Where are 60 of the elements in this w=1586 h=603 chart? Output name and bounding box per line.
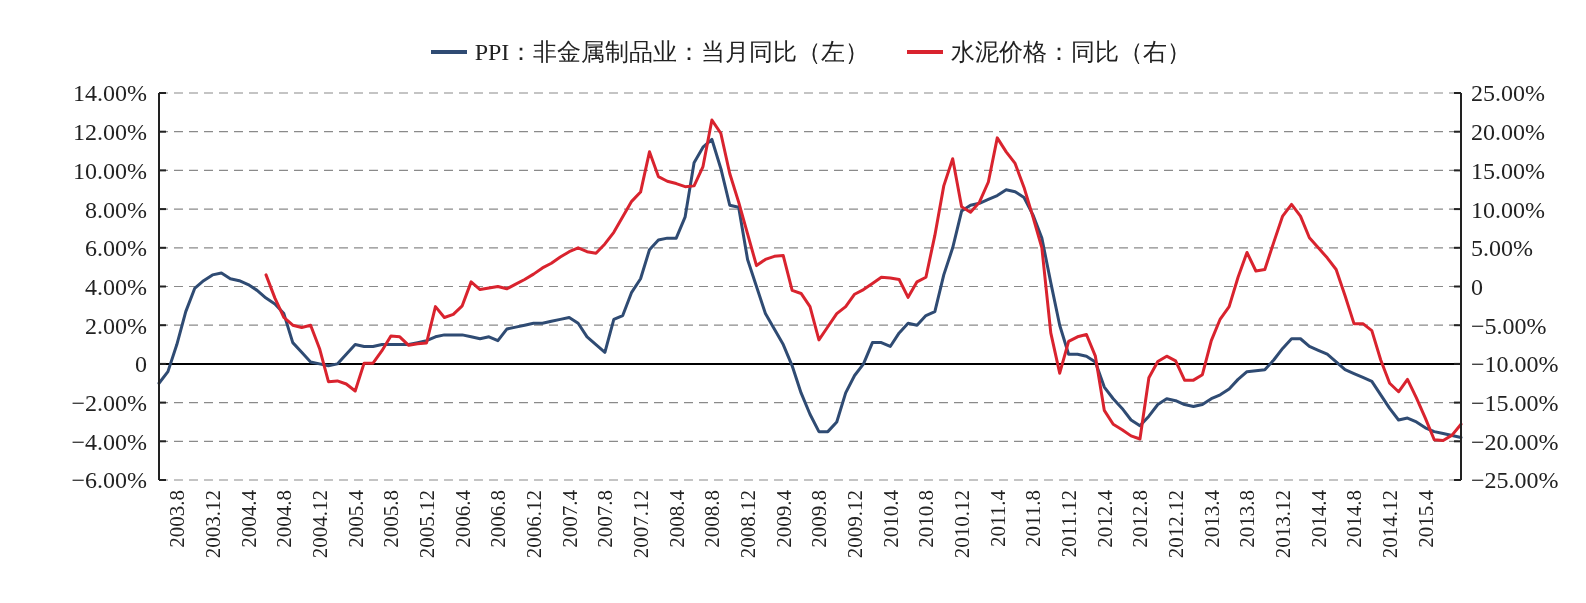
y-tick-label: 2.00% — [85, 312, 147, 339]
x-tick-label: 2014.12 — [1378, 490, 1403, 559]
x-tick-label: 2014.4 — [1306, 489, 1331, 548]
y-tick-label: −6.00% — [71, 467, 147, 494]
x-tick-label: 2010.12 — [949, 490, 974, 559]
y2-tick-label: 20.00% — [1471, 119, 1545, 146]
x-tick-label: 2006.8 — [486, 490, 511, 548]
x-tick-label: 2015.4 — [1413, 489, 1438, 548]
x-tick-label: 2004.8 — [272, 490, 297, 548]
x-tick-label: 2005.12 — [414, 490, 439, 559]
x-tick-label: 2004.12 — [307, 490, 332, 559]
x-tick-label: 2007.12 — [628, 490, 653, 559]
x-tick-label: 2011.4 — [985, 489, 1010, 547]
y2-tick-label: 10.00% — [1471, 196, 1545, 223]
y2-tick-label: 15.00% — [1471, 157, 1545, 184]
y-tick-label: −4.00% — [71, 428, 147, 455]
x-tick-label: 2005.8 — [379, 490, 404, 548]
y-tick-label: 8.00% — [85, 196, 147, 223]
y2-tick-label: 5.00% — [1471, 235, 1533, 262]
y2-tick-label: −15.00% — [1471, 390, 1559, 416]
x-tick-label: 2012.12 — [1163, 490, 1188, 559]
x-tick-label: 2009.12 — [842, 490, 867, 559]
y2-tick-label: −25.00% — [1471, 467, 1559, 494]
x-tick-label: 2013.12 — [1270, 490, 1295, 559]
x-tick-label: 2012.8 — [1128, 490, 1153, 548]
x-tick-label: 2008.8 — [700, 490, 725, 548]
x-tick-label: 2013.8 — [1235, 490, 1260, 548]
x-tick-label: 2011.12 — [1056, 490, 1081, 558]
x-tick-label: 2009.4 — [771, 489, 796, 548]
legend-label: 水泥价格：同比（右） — [951, 38, 1192, 67]
y-tick-label: 14.00% — [73, 80, 147, 107]
x-tick-label: 2010.4 — [878, 489, 903, 548]
x-tick-label: 2010.8 — [914, 490, 939, 548]
y2-tick-label: −20.00% — [1471, 428, 1559, 455]
x-tick-label: 2006.4 — [450, 489, 475, 548]
x-tick-label: 2005.4 — [343, 489, 368, 548]
y-tick-label: 12.00% — [73, 119, 147, 146]
x-tick-label: 2008.12 — [735, 490, 760, 559]
x-tick-label: 2006.12 — [521, 490, 546, 559]
legend-label: PPI：非金属制品业：当月同比（左） — [474, 38, 870, 67]
x-tick-label: 2004.4 — [236, 489, 261, 548]
y-tick-label: 4.00% — [85, 273, 147, 300]
y2-tick-label: 25.00% — [1471, 80, 1545, 107]
y2-tick-label: −5.00% — [1471, 312, 1547, 339]
x-tick-label: 2008.4 — [664, 489, 689, 548]
x-tick-label: 2012.4 — [1092, 489, 1117, 548]
x-tick-label: 2011.8 — [1021, 490, 1046, 547]
y-tick-label: 0 — [135, 351, 147, 378]
x-tick-label: 2003.8 — [165, 490, 190, 548]
y2-tick-label: 0 — [1471, 273, 1483, 300]
y-tick-label: −2.00% — [71, 390, 147, 416]
y2-tick-label: −10.00% — [1471, 351, 1559, 378]
x-tick-label: 2007.4 — [557, 489, 582, 548]
x-tick-label: 2007.8 — [593, 490, 618, 548]
x-tick-label: 2003.12 — [200, 490, 225, 559]
x-tick-label: 2009.8 — [807, 490, 832, 548]
x-tick-label: 2014.8 — [1342, 490, 1367, 548]
y-tick-label: 10.00% — [73, 157, 147, 184]
x-tick-label: 2013.4 — [1199, 489, 1224, 548]
y-tick-label: 6.00% — [85, 235, 147, 262]
